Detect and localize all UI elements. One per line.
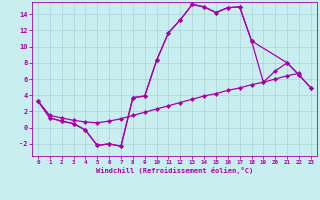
- X-axis label: Windchill (Refroidissement éolien,°C): Windchill (Refroidissement éolien,°C): [96, 167, 253, 174]
